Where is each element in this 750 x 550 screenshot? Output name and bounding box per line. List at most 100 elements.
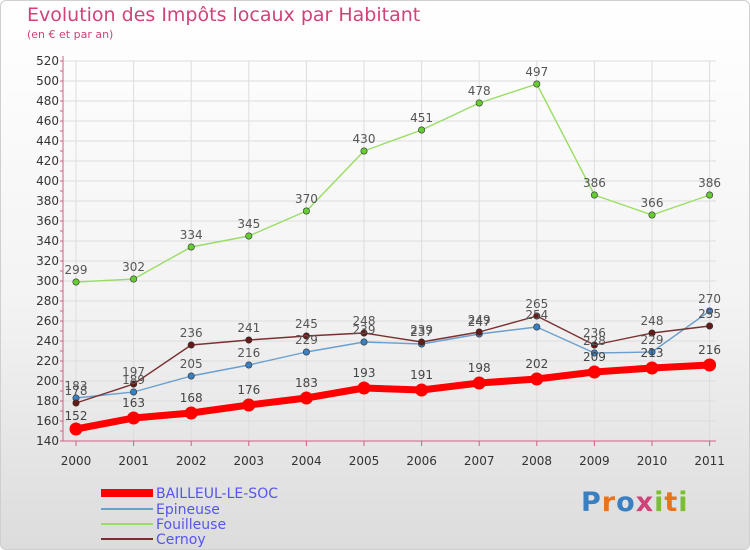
data-label-Fouilleuse-2011: 386 [698, 176, 721, 190]
data-point-Cernoy-2002 [187, 341, 195, 349]
data-label-Fouilleuse-2006: 451 [410, 111, 433, 125]
x-tick-label-2011: 2011 [694, 454, 725, 468]
logo-letter: i [654, 487, 665, 518]
data-point-BAILLEUL-LE-SOC-2009 [587, 365, 601, 379]
logo-letter: t [664, 487, 679, 518]
data-label-Cernoy-2008: 265 [525, 297, 548, 311]
data-point-Epineuse-2001 [130, 388, 138, 396]
data-label-Fouilleuse-2004: 370 [295, 192, 318, 206]
data-label-Epineuse-2003: 216 [237, 346, 260, 360]
data-point-Cernoy-2007 [475, 328, 483, 336]
data-point-Cernoy-2005 [360, 329, 368, 337]
legend-label-BAILLEUL-LE-SOC: BAILLEUL-LE-SOC [156, 486, 278, 502]
y-tick-label-340: 340 [36, 234, 59, 248]
axes: 140 160 180 200 220 240 260 280 300 320 340 360 380 4… [36, 54, 725, 468]
data-label-BAILLEUL-LE-SOC-2005: 193 [353, 366, 376, 380]
y-tick-label-500: 500 [36, 74, 59, 88]
data-point-Fouilleuse-2009 [590, 191, 598, 199]
y-tick-label-220: 220 [36, 354, 59, 368]
data-point-BAILLEUL-LE-SOC-2000 [69, 422, 83, 436]
series-line-BAILLEUL-LE-SOC [72, 361, 714, 433]
y-tick-label-480: 480 [36, 94, 59, 108]
y-tick-label-140: 140 [36, 434, 59, 448]
logo-letter: P [581, 487, 602, 518]
data-label-Fouilleuse-2000: 299 [65, 263, 88, 277]
y-tick-label-160: 160 [36, 414, 59, 428]
y-tick-label-380: 380 [36, 194, 59, 208]
data-label-Fouilleuse-2001: 302 [122, 260, 145, 274]
data-label-BAILLEUL-LE-SOC-2008: 202 [525, 357, 548, 371]
x-tick-label-2007: 2007 [464, 454, 495, 468]
y-tick-label-460: 460 [36, 114, 59, 128]
x-tick-label-2008: 2008 [522, 454, 553, 468]
data-point-BAILLEUL-LE-SOC-2010 [645, 361, 659, 375]
y-tick-label-520: 520 [36, 54, 59, 68]
data-label-Epineuse-2004: 229 [295, 333, 318, 347]
data-label-Cernoy-2009: 236 [583, 326, 606, 340]
data-point-Fouilleuse-2004 [302, 207, 310, 215]
data-label-BAILLEUL-LE-SOC-2007: 198 [468, 361, 491, 375]
data-point-Cernoy-2003 [245, 336, 253, 344]
y-tick-label-440: 440 [36, 134, 59, 148]
data-label-Epineuse-2002: 205 [180, 357, 203, 371]
data-label-Cernoy-2002: 236 [180, 326, 203, 340]
data-point-Cernoy-2000 [72, 399, 80, 407]
data-label-Epineuse-2011: 270 [698, 292, 721, 306]
series-line-Fouilleuse [75, 83, 711, 283]
proxiti-logo: Proxiti [581, 487, 689, 518]
data-label-BAILLEUL-LE-SOC-2009: 209 [583, 350, 606, 364]
legend-label-Epineuse: Epineuse [156, 502, 220, 518]
data-label-Cernoy-2004: 245 [295, 317, 318, 331]
x-tick-label-2000: 2000 [61, 454, 92, 468]
series-lines [69, 80, 717, 436]
data-point-Epineuse-2011 [706, 307, 714, 315]
legend-label-Fouilleuse: Fouilleuse [156, 517, 226, 533]
x-tick-label-2003: 2003 [234, 454, 265, 468]
data-point-Epineuse-2002 [187, 372, 195, 380]
data-label-Epineuse-2007: 247 [468, 315, 491, 329]
y-tick-label-240: 240 [36, 334, 59, 348]
data-label-Cernoy-2010: 248 [641, 314, 664, 328]
data-point-BAILLEUL-LE-SOC-2002 [184, 406, 198, 420]
data-label-Epineuse-2006: 237 [410, 325, 433, 339]
data-label-Epineuse-2010: 229 [641, 333, 664, 347]
data-point-Fouilleuse-2002 [187, 243, 195, 251]
data-label-Epineuse-2001: 189 [122, 373, 145, 387]
data-label-BAILLEUL-LE-SOC-2004: 183 [295, 376, 318, 390]
data-point-Epineuse-2008 [533, 323, 541, 331]
x-tick-label-2010: 2010 [637, 454, 668, 468]
data-label-Cernoy-2007: 249 [468, 313, 491, 327]
data-point-Cernoy-2011 [706, 322, 714, 330]
y-tick-label-320: 320 [36, 254, 59, 268]
data-label-Fouilleuse-2008: 497 [525, 65, 548, 79]
logo-letter: x [635, 487, 655, 518]
legend-label-Cernoy: Cernoy [156, 532, 206, 548]
data-point-Epineuse-2005 [360, 338, 368, 346]
data-label-Epineuse-2005: 239 [353, 323, 376, 337]
data-point-Fouilleuse-2000 [72, 278, 80, 286]
data-label-BAILLEUL-LE-SOC-2010: 213 [641, 346, 664, 360]
data-label-Cernoy-2003: 241 [237, 321, 260, 335]
y-tick-label-200: 200 [36, 374, 59, 388]
data-point-Fouilleuse-2010 [648, 211, 656, 219]
data-point-BAILLEUL-LE-SOC-2008 [530, 372, 544, 386]
data-point-Fouilleuse-2001 [130, 275, 138, 283]
x-tick-label-2005: 2005 [349, 454, 380, 468]
y-tick-label-420: 420 [36, 154, 59, 168]
chart-subtitle: (en € et par an) [27, 28, 114, 41]
x-tick-label-2001: 2001 [118, 454, 149, 468]
data-point-BAILLEUL-LE-SOC-2004 [299, 391, 313, 405]
data-label-Fouilleuse-2003: 345 [237, 217, 260, 231]
grid-lines [63, 60, 716, 441]
data-label-Cernoy-2001: 197 [122, 365, 145, 379]
x-tick-label-2009: 2009 [579, 454, 610, 468]
data-point-Cernoy-2001 [130, 380, 138, 388]
data-point-BAILLEUL-LE-SOC-2005 [357, 381, 371, 395]
data-point-BAILLEUL-LE-SOC-2007 [472, 376, 486, 390]
data-label-Cernoy-2011: 255 [698, 307, 721, 321]
data-label-Epineuse-2000: 183 [65, 379, 88, 393]
data-point-Cernoy-2004 [302, 332, 310, 340]
data-label-Fouilleuse-2007: 478 [468, 84, 491, 98]
